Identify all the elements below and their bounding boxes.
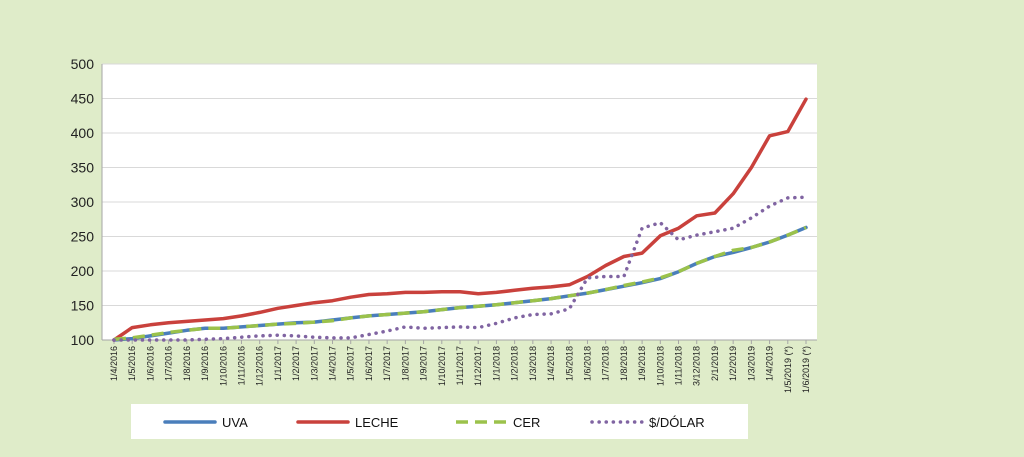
x-tick-label: 1/1/2017 (273, 346, 283, 381)
x-tick-label: 1/10/2018 (655, 346, 665, 386)
x-tick-label: 1/4/2016 (109, 346, 119, 381)
x-tick-label: 1/12/2016 (255, 346, 265, 386)
series-lines (112, 97, 808, 342)
x-tick-label: 1/9/2017 (419, 346, 429, 381)
x-tick-label: 1/12/2017 (473, 346, 483, 386)
x-tick-label: 1/10/2016 (218, 346, 228, 386)
x-tick-label: 1/3/2017 (309, 346, 319, 381)
x-tick-label: 1/9/2016 (200, 346, 210, 381)
x-tick-label: 1/5/2016 (127, 346, 137, 381)
x-axis: 1/4/2016 1/5/2016 1/6/2016 1/7/2016 1/8/2016… (109, 340, 811, 393)
legend-label: CER (513, 415, 540, 430)
x-tick-label: 1/2/2017 (291, 346, 301, 381)
x-tick-label: 1/8/2016 (182, 346, 192, 381)
x-tick-label: 1/2/2018 (510, 346, 520, 381)
x-tick-label: 1/5/2018 (564, 346, 574, 381)
x-tick-label: 1/3/2018 (528, 346, 538, 381)
x-tick-label: 1/10/2017 (437, 346, 447, 386)
x-tick-label: 1/6/2017 (364, 346, 374, 381)
x-tick-label: 1/7/2016 (164, 346, 174, 381)
x-tick-label: 1/6/2019 (*) (801, 346, 811, 393)
x-tick-label: 1/8/2017 (400, 346, 410, 381)
x-tick-label: 1/5/2017 (346, 346, 356, 381)
legend-label: $/DÓLAR (649, 415, 705, 430)
legend-label: UVA (222, 415, 248, 430)
y-axis: 100 150 200 250 300 350 400 450 500 (71, 56, 95, 348)
x-tick-label: 1/3/2019 (746, 346, 756, 381)
x-tick-label: 3/12/2018 (692, 346, 702, 386)
x-tick-label: 1/6/2016 (145, 346, 155, 381)
x-tick-label: 1/11/2017 (455, 346, 465, 385)
y-tick-label: 500 (71, 56, 95, 72)
y-tick-label: 250 (71, 229, 95, 245)
y-tick-label: 150 (71, 298, 95, 314)
y-tick-label: 350 (71, 160, 95, 176)
legend-entries: UVA LECHE CER $/DÓLAR (163, 415, 705, 430)
series-line (112, 97, 808, 342)
x-tick-label: 1/4/2017 (328, 346, 338, 381)
x-tick-label: 1/1/2018 (491, 346, 501, 381)
legend (131, 404, 748, 439)
x-tick-label: 1/7/2017 (382, 346, 392, 381)
x-tick-label: 1/9/2018 (637, 346, 647, 381)
x-tick-label: 1/8/2018 (619, 346, 629, 381)
x-tick-label: 1/6/2018 (582, 346, 592, 381)
y-tick-label: 200 (71, 263, 95, 279)
y-tick-label: 450 (71, 91, 95, 107)
y-tick-label: 400 (71, 125, 95, 141)
x-tick-label: 1/2/2019 (728, 346, 738, 381)
y-tick-label: 100 (71, 332, 95, 348)
x-tick-label: 1/11/2018 (674, 346, 684, 385)
x-tick-label: 1/4/2018 (546, 346, 556, 381)
x-tick-label: 1/7/2018 (601, 346, 611, 381)
x-tick-label: 1/5/2019 (*) (783, 346, 793, 393)
x-tick-label: 1/11/2016 (236, 346, 246, 385)
legend-label: LECHE (355, 415, 399, 430)
series-line (112, 195, 808, 342)
series-line (113, 225, 807, 342)
x-tick-label: 2/1/2019 (710, 346, 720, 381)
x-tick-label: 1/4/2019 (765, 346, 775, 381)
y-tick-label: 300 (71, 194, 95, 210)
